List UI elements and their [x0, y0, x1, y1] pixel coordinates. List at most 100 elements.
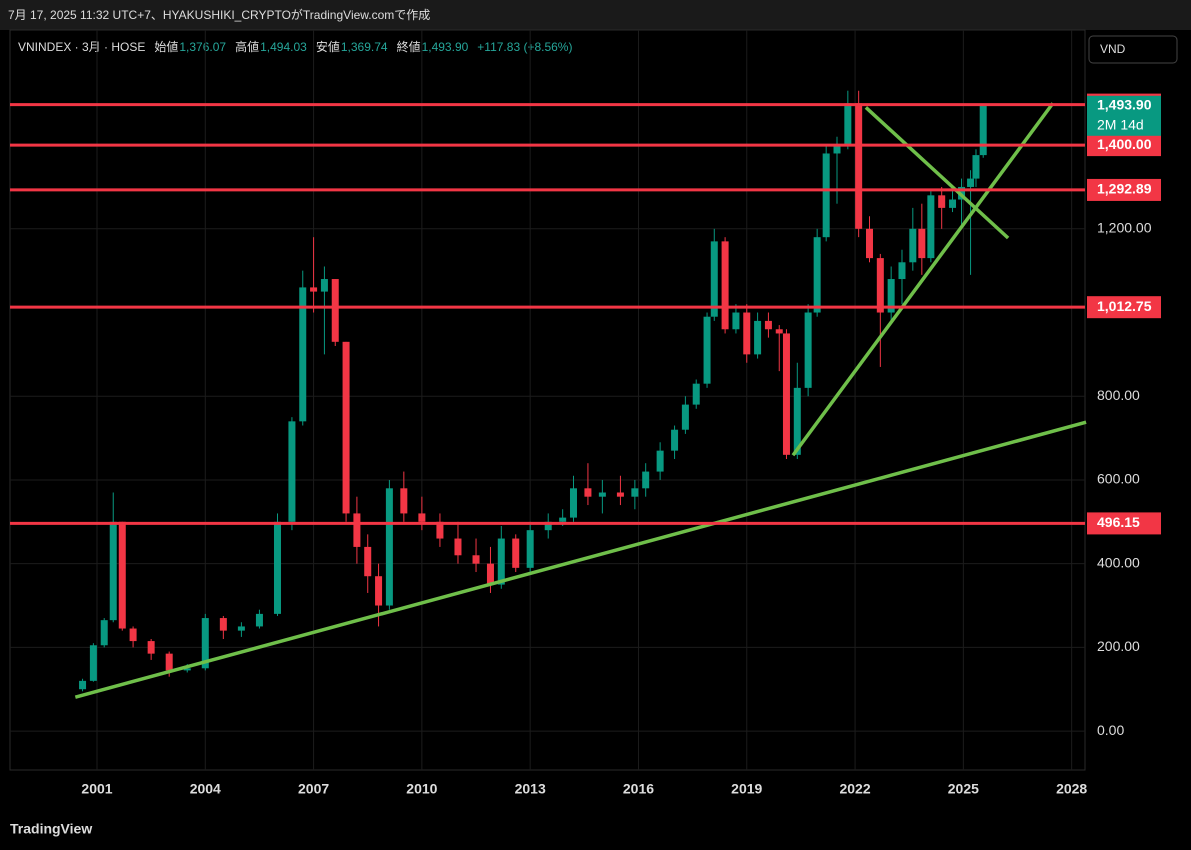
- candle-body: [631, 488, 639, 497]
- x-tick-label: 2025: [948, 781, 979, 797]
- candle-body: [165, 653, 173, 671]
- candle-body: [342, 341, 350, 514]
- legend-item: 1,493.90: [422, 40, 469, 54]
- y-tick-label: 800.00: [1097, 387, 1140, 403]
- candle-body: [671, 429, 679, 451]
- candle-body: [147, 641, 155, 654]
- candle-body: [353, 513, 361, 547]
- candle-body: [436, 521, 444, 539]
- y-tick-label: 1,200.00: [1097, 220, 1152, 236]
- trendline: [74, 420, 1087, 699]
- legend-item: 始値: [154, 39, 178, 54]
- candle-body: [703, 316, 711, 384]
- candle-body: [79, 680, 87, 690]
- candle-body: [927, 195, 935, 259]
- candle-body: [721, 241, 729, 330]
- candle-body: [472, 555, 480, 564]
- candle-body: [255, 613, 263, 627]
- candle-body: [938, 195, 946, 208]
- candle-body: [979, 105, 987, 156]
- last-price-tag: [1087, 95, 1161, 136]
- candle-body: [584, 488, 592, 497]
- candle-body: [833, 145, 841, 154]
- legend-item: 1,369.74: [341, 40, 388, 54]
- level-label: 1,012.75: [1097, 298, 1152, 314]
- legend-item: 安値: [316, 39, 340, 54]
- countdown-label: 2M 14d: [1097, 117, 1144, 133]
- candle-body: [310, 287, 318, 292]
- currency-button[interactable]: [1088, 35, 1178, 64]
- candle-body: [320, 279, 328, 292]
- legend-item: 終値: [397, 39, 421, 54]
- level-label: 496.15: [1097, 514, 1140, 530]
- header-bar: [0, 0, 1191, 30]
- y-tick-label: 200.00: [1097, 638, 1140, 654]
- x-tick-label: 2010: [406, 781, 437, 797]
- candle-body: [804, 312, 812, 388]
- x-tick-label: 2004: [190, 781, 221, 797]
- candle-body: [219, 618, 227, 631]
- candle-body: [375, 576, 383, 606]
- candle-body: [681, 404, 689, 430]
- candle-body: [400, 488, 408, 514]
- level-tag: [1087, 178, 1161, 201]
- candle-body: [710, 241, 718, 317]
- candle-body: [100, 620, 108, 646]
- level-tag: [1087, 512, 1161, 535]
- candle-body: [497, 538, 505, 585]
- candle-body: [918, 228, 926, 259]
- candle-body: [656, 450, 664, 472]
- candle-body: [273, 521, 281, 614]
- level-label: 1,292.89: [1097, 181, 1152, 197]
- x-tick-label: 2019: [731, 781, 762, 797]
- currency-label: VND: [1100, 42, 1126, 56]
- candle-body: [855, 103, 863, 229]
- x-tick-label: 2016: [623, 781, 654, 797]
- legend-item: 高値: [235, 39, 259, 54]
- candle-body: [183, 668, 191, 671]
- candle-body: [754, 320, 762, 355]
- candle-body: [454, 538, 462, 556]
- plot-area: [9, 29, 1086, 771]
- candle-body: [898, 262, 906, 280]
- candle-body: [692, 383, 700, 405]
- candle-body: [569, 488, 577, 518]
- candle-body: [972, 155, 980, 179]
- x-tick-label: 2013: [515, 781, 546, 797]
- candle-body: [793, 387, 801, 455]
- candle-body: [782, 333, 790, 455]
- candle-body: [844, 103, 852, 146]
- candle-body: [331, 279, 339, 342]
- candle-body: [876, 258, 884, 313]
- candle-body: [486, 563, 494, 585]
- y-tick-label: 400.00: [1097, 554, 1140, 570]
- header-text: 7月 17, 2025 11:32 UTC+7、HYAKUSHIKI_CRYPT…: [8, 7, 430, 22]
- last-price-label: 1,493.90: [1097, 97, 1152, 113]
- candle-body: [616, 492, 624, 497]
- x-tick-label: 2022: [839, 781, 870, 797]
- x-tick-label: 2028: [1056, 781, 1087, 797]
- candle-body: [299, 287, 307, 422]
- y-tick-label: 600.00: [1097, 471, 1140, 487]
- legend-item: 1,494.03: [260, 40, 307, 54]
- candle-body: [364, 546, 372, 577]
- candle-body: [822, 153, 830, 238]
- trendline: [864, 106, 1010, 240]
- y-tick-label: 0.00: [1097, 722, 1124, 738]
- candle-body: [288, 421, 296, 522]
- legend-item: VNINDEX · 3月 · HOSE: [18, 40, 145, 54]
- candle-body: [732, 312, 740, 330]
- candle-body: [967, 178, 975, 187]
- x-tick-label: 2007: [298, 781, 329, 797]
- candle-body: [118, 521, 126, 629]
- legend: VNINDEX · 3月 · HOSE 始値 1,376.07 高値 1,494.03 安…: [18, 39, 572, 54]
- candle-body: [909, 228, 917, 263]
- candle-body: [385, 488, 393, 606]
- candle-body: [559, 517, 567, 522]
- candle-body: [813, 237, 821, 313]
- footer-logo: TradingView: [10, 821, 92, 837]
- candle-body: [764, 320, 772, 330]
- level-tag: [1087, 134, 1161, 157]
- candle-body: [865, 228, 873, 259]
